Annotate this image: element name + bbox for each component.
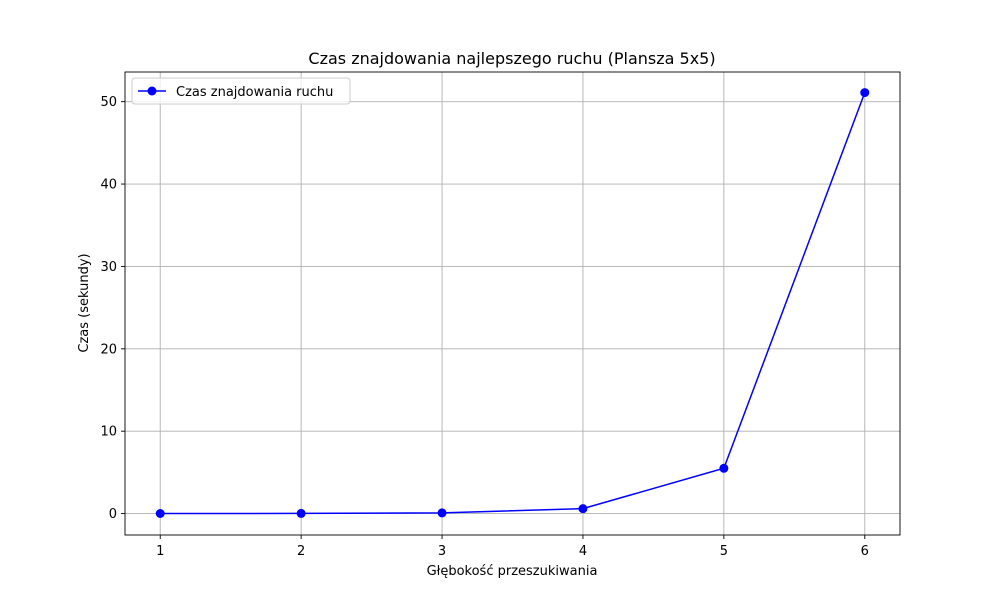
x-tick-label: 5 (720, 544, 728, 559)
legend-box (131, 77, 351, 105)
x-tick-label: 2 (297, 544, 305, 559)
chart-title: Czas znajdowania najlepszego ruchu (Plan… (308, 49, 715, 68)
y-tick-label: 50 (100, 95, 117, 110)
data-point (719, 463, 729, 473)
plot-frame (124, 71, 901, 536)
legend: Czas znajdowania ruchu (131, 77, 351, 105)
y-tick-label: 30 (100, 260, 117, 275)
x-tick-label: 1 (156, 544, 164, 559)
legend-marker-swatch (147, 86, 157, 96)
data-point (296, 508, 306, 518)
x-tick-label: 6 (861, 544, 869, 559)
y-tick-label: 0 (109, 507, 117, 522)
data-point (155, 508, 165, 518)
y-tick-label: 10 (100, 425, 117, 440)
series-line (160, 92, 866, 515)
grid (125, 72, 900, 535)
y-tick-label: 20 (100, 342, 117, 357)
x-tick-label: 4 (579, 544, 587, 559)
data-point (860, 88, 870, 98)
y-tick-label: 40 (100, 178, 117, 193)
x-axis-label: Głębokość przeszukiwania (427, 564, 598, 579)
x-axis: 1 2 3 4 5 6 (156, 535, 869, 559)
data-point (437, 508, 447, 518)
legend-entry-label: Czas znajdowania ruchu (176, 85, 333, 100)
data-point (578, 504, 588, 514)
y-axis: 0 10 20 30 40 50 (100, 95, 125, 522)
series-layer (155, 88, 870, 518)
x-tick-label: 3 (438, 544, 446, 559)
y-axis-label: Czas (sekundy) (77, 253, 92, 352)
